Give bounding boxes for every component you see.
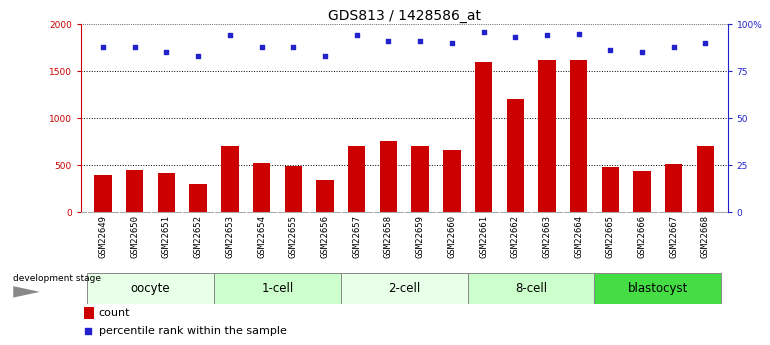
Bar — [507, 99, 524, 212]
Text: GSM22668: GSM22668 — [701, 215, 710, 258]
Text: GSM22652: GSM22652 — [194, 215, 203, 258]
Bar — [87, 273, 214, 304]
Bar — [411, 146, 429, 212]
Bar — [443, 150, 460, 212]
Point — [541, 33, 553, 38]
Text: GSM22657: GSM22657 — [352, 215, 361, 258]
Polygon shape — [13, 286, 40, 297]
Point — [382, 38, 394, 44]
Point — [604, 48, 617, 53]
Text: development stage: development stage — [13, 274, 102, 283]
Point — [256, 44, 268, 49]
Text: oocyte: oocyte — [131, 282, 170, 295]
Bar — [214, 273, 341, 304]
Bar — [665, 164, 682, 212]
Bar — [189, 184, 207, 212]
Text: count: count — [99, 308, 130, 318]
Point — [287, 44, 300, 49]
Point — [446, 40, 458, 46]
Point — [82, 328, 95, 333]
Point — [509, 34, 521, 40]
Text: 1-cell: 1-cell — [261, 282, 293, 295]
Point — [636, 50, 648, 55]
Bar — [126, 170, 143, 212]
Point — [192, 53, 204, 59]
Text: GSM22662: GSM22662 — [511, 215, 520, 258]
Text: percentile rank within the sample: percentile rank within the sample — [99, 326, 286, 335]
Text: GSM22650: GSM22650 — [130, 215, 139, 258]
Bar — [84, 307, 94, 319]
Bar — [594, 273, 721, 304]
Text: GSM22663: GSM22663 — [542, 215, 551, 258]
Text: 8-cell: 8-cell — [515, 282, 547, 295]
Bar — [253, 163, 270, 212]
Point — [160, 50, 172, 55]
Text: blastocyst: blastocyst — [628, 282, 688, 295]
Text: GSM22649: GSM22649 — [99, 215, 108, 258]
Text: GSM22664: GSM22664 — [574, 215, 583, 258]
Point — [572, 31, 584, 36]
Text: GSM22659: GSM22659 — [416, 215, 424, 258]
Text: GSM22666: GSM22666 — [638, 215, 647, 258]
Text: GSM22661: GSM22661 — [479, 215, 488, 258]
Point — [224, 33, 236, 38]
Point — [477, 29, 490, 34]
Text: GSM22656: GSM22656 — [320, 215, 330, 258]
Point — [129, 44, 141, 49]
Bar — [570, 60, 588, 212]
Point — [350, 33, 363, 38]
Text: GSM22658: GSM22658 — [384, 215, 393, 258]
Bar — [475, 62, 492, 212]
Text: GSM22653: GSM22653 — [226, 215, 234, 258]
Point — [668, 44, 680, 49]
Bar — [316, 180, 333, 212]
Bar — [285, 166, 302, 212]
Bar — [538, 60, 556, 212]
Point — [699, 40, 711, 46]
Text: GSM22654: GSM22654 — [257, 215, 266, 258]
Bar — [601, 167, 619, 212]
Bar — [348, 146, 366, 212]
Bar — [467, 273, 594, 304]
Bar — [633, 171, 651, 212]
Text: GSM22667: GSM22667 — [669, 215, 678, 258]
Text: GSM22665: GSM22665 — [606, 215, 614, 258]
Text: GSM22660: GSM22660 — [447, 215, 457, 258]
Point — [97, 44, 109, 49]
Point — [319, 53, 331, 59]
Point — [414, 38, 427, 44]
Bar — [380, 141, 397, 212]
Text: 2-cell: 2-cell — [388, 282, 420, 295]
Bar — [94, 175, 112, 212]
Bar — [158, 173, 175, 212]
Bar — [697, 146, 715, 212]
Bar — [221, 146, 239, 212]
Text: GSM22651: GSM22651 — [162, 215, 171, 258]
Text: GSM22655: GSM22655 — [289, 215, 298, 258]
Bar — [341, 273, 467, 304]
Title: GDS813 / 1428586_at: GDS813 / 1428586_at — [328, 9, 480, 23]
